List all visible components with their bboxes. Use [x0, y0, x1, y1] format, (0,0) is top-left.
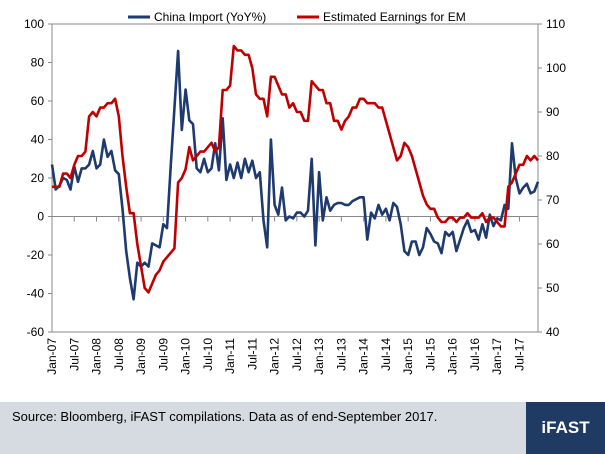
y-right-tick-label: 70 [546, 193, 560, 207]
x-tick-label: Jul-11 [245, 338, 259, 370]
x-tick-label: Jul-15 [423, 338, 437, 371]
x-tick-label: Jul-16 [468, 338, 482, 371]
x-tick-label: Jan-15 [401, 338, 415, 375]
y-left-tick-label: 80 [31, 56, 45, 70]
legend-label: China Import (YoY%) [154, 10, 266, 24]
y-right-tick-label: 40 [546, 325, 560, 339]
x-tick-label: Jul-17 [512, 338, 526, 371]
y-right-tick-label: 90 [546, 105, 560, 119]
y-left-tick-label: -40 [27, 287, 45, 301]
chart-area: -60 -40 -20 0 20 40 60 80 100 40 50 60 70 80 90 100 110 J… [24, 10, 566, 375]
y-right-tick-label: 60 [546, 237, 560, 251]
y-left-tick-label: 60 [31, 94, 45, 108]
y-right-tick-label: 110 [546, 17, 565, 31]
y-left-tick-label: 0 [37, 210, 44, 224]
ifast-logo: iFAST [526, 402, 605, 454]
line-chart: -60 -40 -20 0 20 40 60 80 100 40 50 60 70 80 90 100 110 J… [24, 10, 566, 375]
x-tick-label: Jan-17 [490, 338, 504, 375]
x-tick-label: Jul-09 [156, 338, 170, 371]
footer: Source: Bloomberg, iFAST compilations. D… [0, 402, 605, 454]
x-tick-label: Jul-12 [290, 338, 304, 371]
x-tick-label: Jul-10 [201, 338, 215, 371]
x-tick-label: Jan-12 [268, 338, 282, 375]
y-left-tick-label: -20 [27, 248, 45, 262]
x-tick-label: Jan-14 [357, 338, 371, 375]
y-right-tick-label: 100 [546, 61, 566, 75]
y-right-tick-label: 50 [546, 281, 560, 295]
x-tick-label: Jul-13 [334, 338, 348, 371]
x-tick-label: Jan-13 [312, 338, 326, 375]
y-left-tick-label: 100 [24, 17, 44, 31]
x-tick-label: Jan-08 [90, 338, 104, 375]
y-left-tick-label: 20 [31, 171, 45, 185]
china-import-line [50, 49, 540, 301]
x-tick-label: Jan-10 [179, 338, 193, 375]
x-tick-label: Jan-09 [134, 338, 148, 375]
y-left-tick-label: 40 [31, 133, 45, 147]
x-tick-label: Jul-07 [67, 338, 81, 371]
legend-label: Estimated Earnings for EM [323, 10, 466, 24]
x-tick-label: Jan-16 [446, 338, 460, 375]
em-earnings-line [52, 44, 539, 294]
y-right-tick-label: 80 [546, 149, 560, 163]
source-note: Source: Bloomberg, iFAST compilations. D… [0, 402, 526, 454]
x-tick-label: Jul-14 [379, 338, 393, 371]
x-tick-label: Jan-11 [223, 338, 237, 374]
x-tick-label: Jan-07 [45, 338, 59, 375]
x-tick-label: Jul-08 [112, 338, 126, 371]
y-left-tick-label: -60 [27, 325, 45, 339]
